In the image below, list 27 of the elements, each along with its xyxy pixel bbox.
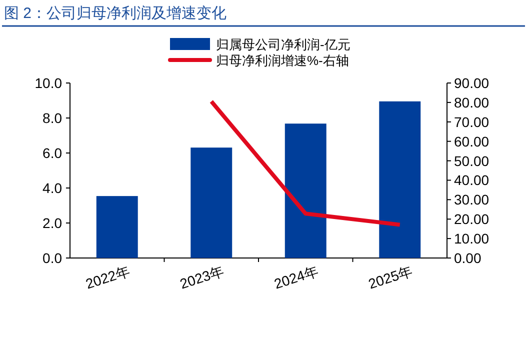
legend-label: 归母净利润增速%-右轴 [216, 53, 349, 68]
y2-tick-label: 80.00 [454, 94, 490, 110]
y2-tick-label: 20.00 [454, 211, 490, 228]
y2-tick-label: 50.00 [454, 152, 490, 169]
bar [284, 124, 326, 258]
y2-tick-label: 70.00 [454, 114, 490, 130]
y-tick-label: 10.0 [34, 75, 62, 91]
legend-label: 归属母公司净利润-亿元 [216, 37, 350, 52]
bar [190, 148, 232, 258]
y-tick-label: 8.0 [42, 110, 62, 126]
y-tick-label: 2.0 [42, 215, 62, 231]
y-tick-label: 0.0 [42, 250, 62, 266]
y2-tick-label: 90.00 [454, 75, 490, 91]
y-tick-label: 4.0 [42, 180, 62, 196]
title: 图 2：公司归母净利润及增速变化 [4, 5, 227, 22]
x-tick-label: 2025年 [366, 262, 414, 292]
x-tick-label: 2022年 [84, 262, 132, 292]
y2-tick-label: 60.00 [454, 133, 490, 150]
bar [379, 101, 421, 258]
x-tick-label: 2024年 [272, 262, 320, 292]
x-tick-label: 2023年 [178, 262, 226, 292]
y2-tick-label: 30.00 [454, 192, 490, 208]
y-tick-label: 6.0 [42, 145, 62, 161]
bar [96, 196, 138, 258]
y2-tick-label: 10.00 [454, 230, 490, 247]
y2-tick-label: 40.00 [454, 172, 490, 188]
y2-tick-label: 0.00 [454, 250, 482, 266]
